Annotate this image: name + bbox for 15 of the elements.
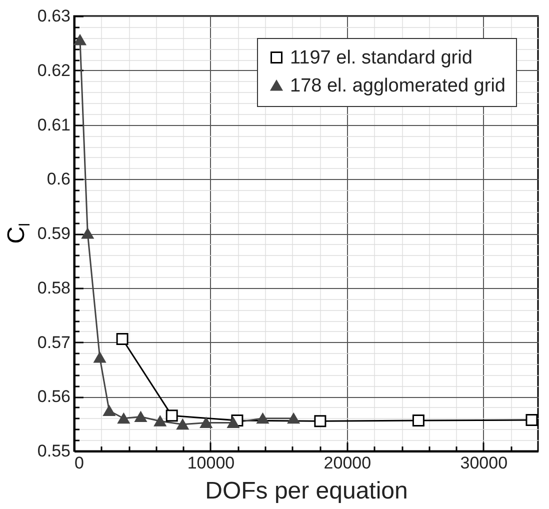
x-tick-label: 0	[74, 454, 84, 472]
legend-label: 178 el. agglomerated grid	[290, 76, 506, 96]
y-tick-label: 0.55	[37, 442, 70, 460]
x-tick-label: 10000	[187, 454, 235, 472]
y-tick-label: 0.56	[37, 387, 70, 406]
y-tick-label: 0.59	[37, 224, 70, 243]
y-tick-label: 0.63	[37, 6, 70, 26]
y-tick-label: 0.62	[37, 60, 70, 80]
x-tick-label: 20000	[324, 454, 372, 472]
y-tick-label: 0.6	[46, 170, 70, 189]
y-tick-label: 0.57	[37, 332, 70, 352]
legend-label: 1197 el. standard grid	[290, 48, 472, 68]
y-tick-label: 0.58	[37, 278, 70, 298]
x-tick-label: 30000	[460, 454, 508, 472]
y-tick-label: 0.61	[37, 115, 70, 134]
